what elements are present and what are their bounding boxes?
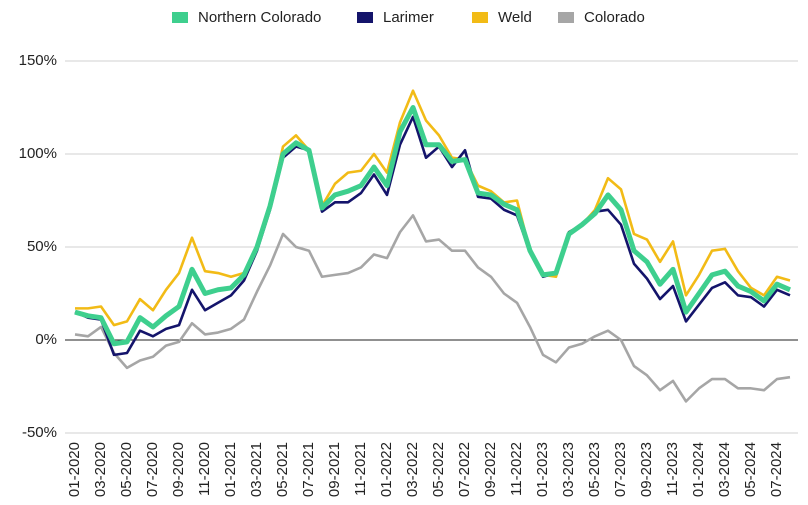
x-tick-label: 07-2020	[144, 442, 161, 497]
x-tick-label: 01-2020	[66, 442, 83, 497]
legend-swatch	[172, 12, 188, 23]
x-tick-label: 03-2020	[92, 442, 109, 497]
legend-swatch	[558, 12, 574, 23]
y-tick-label: 0%	[35, 331, 57, 348]
x-tick-label: 01-2021	[222, 442, 239, 497]
x-tick-label: 09-2020	[170, 442, 187, 497]
y-tick-label: 150%	[19, 52, 57, 69]
x-tick-label: 07-2021	[300, 442, 317, 497]
legend-swatch	[472, 12, 488, 23]
legend-swatch	[357, 12, 373, 23]
legend-label: Weld	[498, 9, 532, 26]
x-tick-label: 07-2023	[612, 442, 629, 497]
x-tick-label: 11-2020	[196, 442, 213, 496]
x-tick-label: 03-2023	[560, 442, 577, 497]
series-line	[74, 115, 791, 357]
y-tick-label: 50%	[27, 238, 57, 255]
series-line	[74, 214, 791, 403]
legend-label: Colorado	[584, 9, 645, 26]
x-tick-label: 11-2023	[664, 442, 681, 496]
series-line	[75, 89, 791, 327]
x-tick-label: 07-2024	[768, 442, 785, 497]
legend-label: Larimer	[383, 9, 434, 26]
x-tick-label: 09-2023	[638, 442, 655, 497]
x-tick-label: 01-2024	[690, 442, 707, 497]
x-tick-label: 03-2024	[716, 442, 733, 497]
y-tick-label: 100%	[19, 145, 57, 162]
series-line	[74, 105, 791, 347]
x-tick-label: 07-2022	[456, 442, 473, 497]
x-tick-label: 05-2024	[742, 442, 759, 497]
legend-label: Northern Colorado	[198, 9, 321, 26]
x-tick-label: 05-2020	[118, 442, 135, 497]
y-tick-label: -50%	[22, 424, 57, 441]
x-tick-label: 01-2022	[378, 442, 395, 497]
x-tick-label: 03-2022	[404, 442, 421, 497]
x-tick-label: 09-2021	[326, 442, 343, 497]
x-tick-label: 05-2022	[430, 442, 447, 497]
x-tick-label: 11-2021	[352, 442, 369, 496]
x-tick-label: 11-2022	[508, 442, 525, 496]
x-tick-label: 09-2022	[482, 442, 499, 497]
x-tick-label: 01-2023	[534, 442, 551, 497]
x-tick-label: 03-2021	[248, 442, 265, 497]
x-tick-label: 05-2021	[274, 442, 291, 497]
x-tick-label: 05-2023	[586, 442, 603, 497]
